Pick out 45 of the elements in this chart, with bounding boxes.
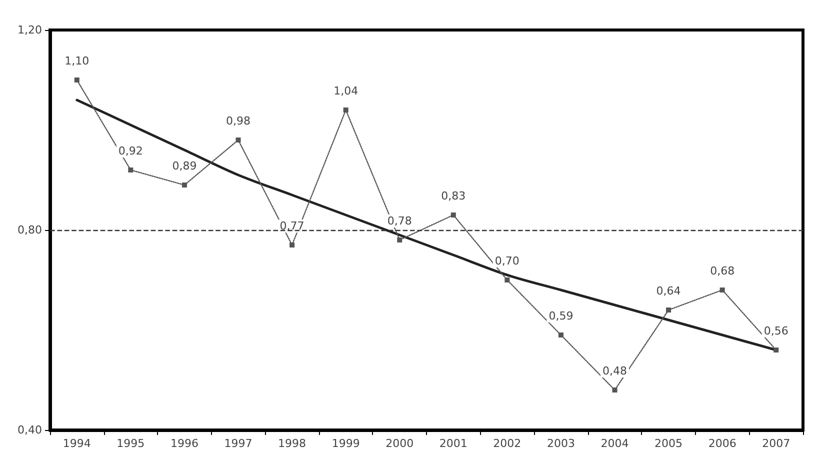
x-tick-label: 1997 <box>224 437 252 450</box>
data-label: 0,92 <box>118 144 143 158</box>
data-label: 0,68 <box>710 264 735 278</box>
point <box>450 212 456 218</box>
x-tick-label: 1994 <box>62 437 91 450</box>
y-tick-label: 1,20 <box>18 24 42 36</box>
x-tick-label: 2002 <box>493 437 522 450</box>
x-tick-label: 2001 <box>439 437 468 450</box>
x-tick-label: 2000 <box>386 437 414 450</box>
y-tick-label: 0,80 <box>18 224 42 236</box>
data-label: 0,83 <box>441 190 466 202</box>
x-tick-label: 2007 <box>762 437 790 450</box>
point <box>666 308 672 312</box>
point <box>612 388 618 392</box>
x-tick-label: 2004 <box>600 437 629 450</box>
data-label: 0,98 <box>226 114 250 128</box>
point <box>504 278 510 282</box>
data-label: 0,59 <box>548 310 574 322</box>
x-tick-label: 1998 <box>278 437 306 450</box>
point <box>236 138 241 142</box>
point <box>558 332 564 338</box>
point <box>343 108 348 112</box>
point <box>128 168 134 172</box>
data-label: 0,70 <box>494 254 520 268</box>
x-tick-label: 2003 <box>546 437 575 450</box>
x-tick-label: 1996 <box>170 437 198 450</box>
data-label: 0,64 <box>656 284 681 298</box>
point <box>182 182 187 188</box>
point <box>74 78 80 82</box>
x-tick-label: 2006 <box>708 437 736 450</box>
point <box>774 348 779 352</box>
data-label: 1,04 <box>334 84 358 98</box>
data-label: 0,56 <box>764 324 788 338</box>
point <box>290 242 295 248</box>
x-tick-label: 1999 <box>332 437 360 450</box>
point <box>397 238 402 242</box>
data-label: 1,10 <box>64 54 90 68</box>
data-label: 0,77 <box>280 220 304 232</box>
y-tick-label: 0,40 <box>18 424 42 436</box>
data-label: 0,48 <box>602 364 627 378</box>
data-label: 0,89 <box>172 160 197 172</box>
x-tick-label: 2005 <box>654 437 683 450</box>
x-tick-label: 1995 <box>116 437 145 450</box>
point <box>720 288 725 292</box>
data-label: 0,78 <box>387 214 412 228</box>
